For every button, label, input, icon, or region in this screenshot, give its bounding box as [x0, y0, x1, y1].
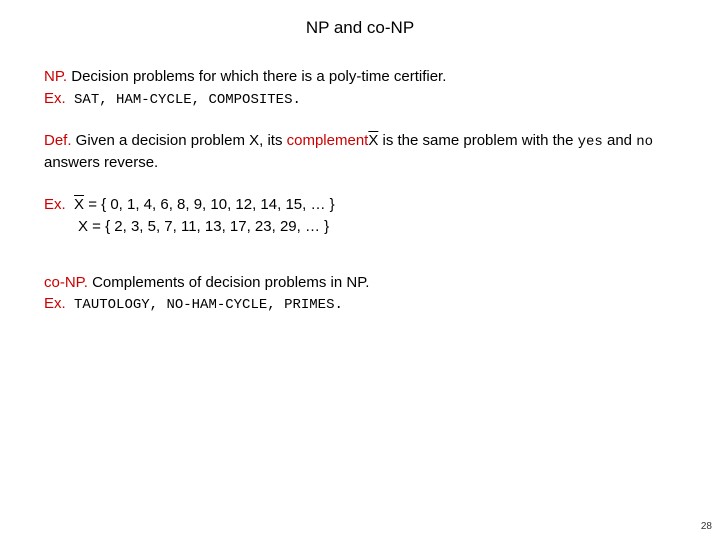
set-primes: X = { 2, 3, 5, 7, 11, 13, 17, 23, 29, … … [44, 218, 329, 235]
slide-title: NP and co-NP [44, 18, 676, 38]
paragraph-conp: co-NP. Complements of decision problems … [44, 272, 676, 316]
label-ex1: Ex. [44, 90, 66, 107]
label-np: NP. [44, 68, 67, 85]
label-conp: co-NP. [44, 274, 88, 291]
word-no: no [636, 134, 653, 150]
x-bar-set: X [74, 194, 84, 216]
x-bar-def: X [368, 130, 378, 152]
label-ex2: Ex. [44, 196, 66, 213]
label-ex3: Ex. [44, 295, 66, 312]
text-conp: Complements of decision problems in NP. [88, 274, 370, 291]
word-complement: complement [287, 132, 369, 149]
text-ex1: SAT, HAM-CYCLE, COMPOSITES. [74, 92, 301, 108]
slide-content: NP and co-NP NP. Decision problems for w… [0, 0, 720, 316]
text-def1: Given a decision problem X, its [72, 132, 287, 149]
text-ex3: TAUTOLOGY, NO-HAM-CYCLE, PRIMES. [74, 297, 343, 313]
page-number: 28 [701, 521, 712, 532]
text-def3: and [603, 132, 636, 149]
paragraph-ex-sets: Ex. X = { 0, 1, 4, 6, 8, 9, 10, 12, 14, … [44, 194, 676, 238]
label-def: Def. [44, 132, 72, 149]
paragraph-np: NP. Decision problems for which there is… [44, 66, 676, 110]
word-yes: yes [578, 134, 603, 150]
set-composites: = { 0, 1, 4, 6, 8, 9, 10, 12, 14, 15, … … [84, 196, 335, 213]
text-np: Decision problems for which there is a p… [67, 68, 446, 85]
text-def4: answers reverse. [44, 154, 158, 171]
text-def2: is the same problem with the [378, 132, 577, 149]
paragraph-def: Def. Given a decision problem X, its com… [44, 130, 676, 174]
